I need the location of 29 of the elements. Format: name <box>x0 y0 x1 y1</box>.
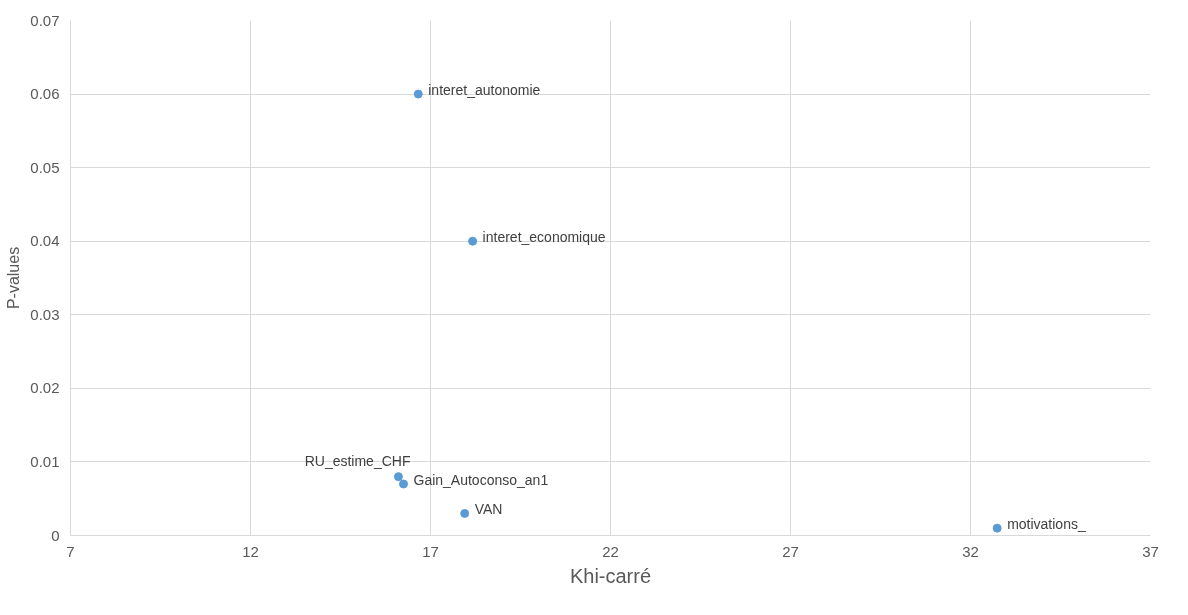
x-tick-label: 37 <box>1142 542 1159 560</box>
y-tick-label: 0 <box>51 526 60 544</box>
x-axis-title: Khi-carré <box>569 564 652 587</box>
point <box>413 89 423 99</box>
annotation: RU_estime_CHF <box>304 452 411 469</box>
annotation: interet_autonomie <box>428 82 541 99</box>
annotation: motivations_ <box>1007 516 1086 533</box>
y-tick-label: 0.02 <box>30 379 60 397</box>
x-tick-label: 32 <box>962 542 979 560</box>
annotation: VAN <box>474 501 503 518</box>
annotation: Gain_Autoconso_an1 <box>413 472 549 488</box>
point <box>468 236 478 246</box>
y-tick-label: 0.07 <box>30 11 60 29</box>
y-axis-title: P-values <box>5 246 23 310</box>
y-tick-label: 0.06 <box>30 85 60 103</box>
x-tick-label: 12 <box>242 542 259 560</box>
x-tick-label: 7 <box>66 542 75 560</box>
y-tick-label: 0.01 <box>30 452 60 470</box>
annotation: interet_economique <box>482 229 606 246</box>
point <box>460 508 470 518</box>
point <box>992 523 1002 533</box>
y-tick-label: 0.05 <box>30 158 60 176</box>
y-tick-label: 0.04 <box>30 232 60 250</box>
x-tick-label: 17 <box>422 542 439 560</box>
x-tick-label: 22 <box>602 542 619 560</box>
point <box>399 479 408 489</box>
y-tick-label: 0.03 <box>30 305 60 323</box>
point <box>393 472 403 482</box>
x-tick-label: 27 <box>782 542 799 560</box>
